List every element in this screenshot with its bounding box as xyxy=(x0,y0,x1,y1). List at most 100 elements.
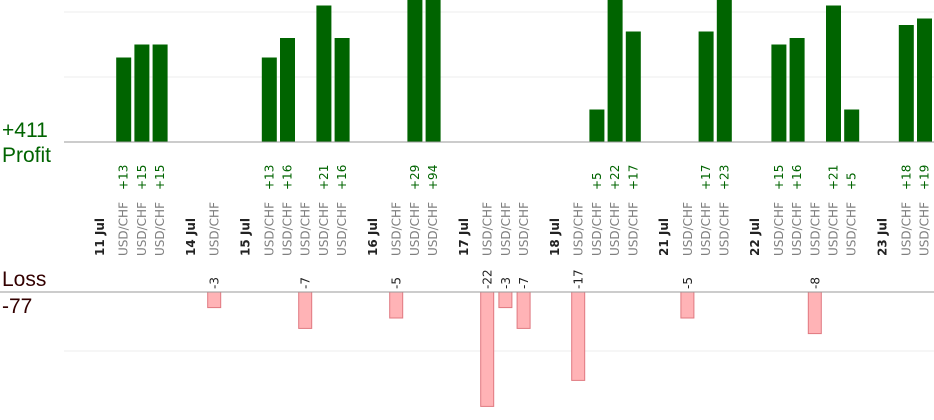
value-label: -17 xyxy=(572,269,586,289)
loss-bar xyxy=(498,291,513,309)
date-label: 18 Jul xyxy=(548,218,562,256)
profit-bar xyxy=(316,5,332,142)
value-label: +22 xyxy=(608,165,622,190)
value-label: +15 xyxy=(772,165,786,190)
profit-bar xyxy=(789,38,805,142)
date-label: 15 Jul xyxy=(239,218,253,256)
profit-bar xyxy=(917,18,932,142)
profit-bar xyxy=(607,0,623,142)
pair-label: USD/CHF xyxy=(426,202,440,256)
pair-label: USD/CHF xyxy=(281,202,295,256)
date-label: 11 Jul xyxy=(93,218,107,256)
pair-label: USD/CHF xyxy=(117,202,131,256)
profit-bar xyxy=(771,44,787,142)
pair-label: USD/CHF xyxy=(499,202,513,256)
value-label: +5 xyxy=(845,172,859,190)
pair-label: USD/CHF xyxy=(408,202,422,256)
value-label: +23 xyxy=(717,165,731,190)
value-label: -5 xyxy=(681,277,695,289)
pair-label: USD/CHF xyxy=(590,202,604,256)
profit-bar xyxy=(152,44,168,142)
profit-bar xyxy=(407,0,423,142)
pair-label: USD/CHF xyxy=(390,202,404,256)
date-label: 16 Jul xyxy=(366,218,380,256)
pair-label: USD/CHF xyxy=(335,202,349,256)
pair-label: USD/CHF xyxy=(135,202,149,256)
value-label: +29 xyxy=(408,165,422,190)
pair-label: USD/CHF xyxy=(918,202,932,256)
pair-label: USD/CHF xyxy=(517,202,531,256)
loss-bar xyxy=(571,291,586,381)
loss-bar xyxy=(680,291,695,319)
pair-label: USD/CHF xyxy=(299,202,313,256)
value-label: -7 xyxy=(517,277,531,289)
value-label: +13 xyxy=(262,165,276,190)
value-label: -3 xyxy=(208,277,222,289)
value-label: +5 xyxy=(590,172,604,190)
profit-total: +411 xyxy=(2,119,48,142)
loss-bar xyxy=(207,291,222,309)
value-label: +16 xyxy=(790,165,804,190)
profit-label: Profit xyxy=(2,144,52,167)
value-label: +21 xyxy=(827,165,841,190)
pair-label: USD/CHF xyxy=(772,202,786,256)
profit-bar xyxy=(589,109,605,142)
pair-label: USD/CHF xyxy=(699,202,713,256)
profit-bar xyxy=(898,25,914,142)
value-labels: +13 +15 +15 -3 +13 +16 -7 +21 +16 -5 +29 +94 -22 -3 -7… xyxy=(117,165,932,289)
value-label: +13 xyxy=(117,165,131,190)
value-label: +17 xyxy=(699,165,713,190)
profit-bar xyxy=(261,57,277,142)
profit-bar xyxy=(716,0,732,142)
profit-bar xyxy=(698,31,714,142)
pair-label: USD/CHF xyxy=(626,202,640,256)
loss-total: -77 xyxy=(2,295,33,318)
value-label: -8 xyxy=(808,277,822,289)
gridlines xyxy=(64,11,934,352)
pair-label: USD/CHF xyxy=(790,202,804,256)
date-label: 14 Jul xyxy=(184,218,198,256)
value-label: +19 xyxy=(918,165,932,190)
value-label: +15 xyxy=(135,165,149,190)
pair-label: USD/CHF xyxy=(681,202,695,256)
pair-label: USD/CHF xyxy=(262,202,276,256)
pair-label: USD/CHF xyxy=(717,202,731,256)
value-label: -3 xyxy=(499,277,513,289)
loss-bar xyxy=(298,291,313,329)
profit-bar xyxy=(826,5,841,142)
value-label: +15 xyxy=(153,165,167,190)
value-label: +17 xyxy=(626,165,640,190)
value-label: -7 xyxy=(299,277,313,289)
profit-bar xyxy=(425,0,441,142)
date-label: 22 Jul xyxy=(748,218,762,256)
profit-bar xyxy=(334,38,350,142)
value-label: +16 xyxy=(281,165,295,190)
date-label: 17 Jul xyxy=(457,218,471,256)
value-label: +16 xyxy=(335,165,349,190)
pair-label: USD/CHF xyxy=(572,202,586,256)
value-label: +21 xyxy=(317,165,331,190)
value-label: +94 xyxy=(426,165,440,190)
loss-bar xyxy=(389,291,404,319)
date-label: 21 Jul xyxy=(657,218,671,256)
profit-bar xyxy=(280,38,295,142)
loss-label: Loss xyxy=(2,268,47,291)
value-label: +18 xyxy=(899,165,913,190)
pair-label: USD/CHF xyxy=(208,202,222,256)
category-labels: 11 Jul USD/CHF USD/CHF USD/CHF 14 Jul USD/CHF… xyxy=(93,202,932,256)
pair-label: USD/CHF xyxy=(845,202,859,256)
pair-label: USD/CHF xyxy=(153,202,167,256)
bars xyxy=(116,0,932,407)
profit-bar xyxy=(134,44,150,142)
pair-label: USD/CHF xyxy=(808,202,822,256)
loss-bar xyxy=(480,291,495,407)
pair-label: USD/CHF xyxy=(481,202,495,256)
profit-bar xyxy=(116,57,132,142)
pair-label: USD/CHF xyxy=(899,202,913,256)
pair-label: USD/CHF xyxy=(827,202,841,256)
pair-label: USD/CHF xyxy=(317,202,331,256)
value-label: -5 xyxy=(390,277,404,289)
profit-bar xyxy=(844,109,860,142)
pair-label: USD/CHF xyxy=(608,202,622,256)
